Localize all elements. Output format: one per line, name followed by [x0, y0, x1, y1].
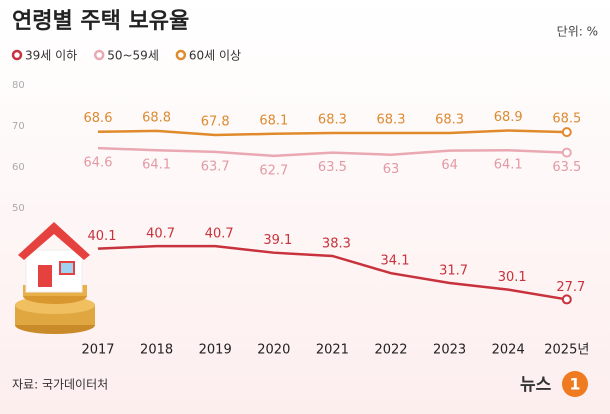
- data-label: 38.3: [322, 236, 351, 251]
- y-tick-label: 80: [12, 80, 25, 91]
- x-tick-label: 2020: [257, 343, 290, 358]
- data-label: 67.8: [201, 115, 230, 130]
- chart-title: 연령별 주택 보유율: [12, 9, 189, 34]
- y-tick-label: 50: [12, 203, 25, 214]
- legend-marker: [93, 49, 105, 61]
- data-label: 40.7: [205, 227, 234, 242]
- legend-label: 60세 이상: [189, 49, 241, 63]
- series-line: [97, 244, 568, 301]
- data-label: 63: [383, 162, 400, 177]
- logo-mark: 1: [569, 375, 580, 394]
- end-marker: [561, 294, 572, 305]
- data-label: 68.9: [494, 110, 523, 125]
- data-label: 64.1: [142, 158, 171, 173]
- x-tick-label: 2022: [374, 343, 407, 358]
- logo-text: 뉴스: [520, 375, 552, 395]
- data-label: 68.3: [318, 112, 347, 127]
- x-tick-label: 2017: [81, 343, 114, 358]
- legend-label: 39세 이하: [25, 49, 77, 63]
- data-label: 68.1: [259, 113, 288, 128]
- data-label: 63.7: [201, 159, 230, 174]
- x-tick-label: 2024: [492, 343, 525, 358]
- logo-badge: [562, 371, 588, 397]
- data-label: 68.3: [377, 112, 406, 127]
- data-label: 68.6: [84, 111, 113, 126]
- series-line: [97, 129, 567, 137]
- data-label: 27.7: [556, 280, 585, 295]
- legend-label: 50~59세: [107, 49, 159, 63]
- data-label: 64.6: [84, 156, 113, 171]
- end-marker: [561, 147, 572, 158]
- data-label: 68.3: [435, 112, 464, 127]
- series-line: [97, 146, 567, 158]
- source: 자료: 국가데이터처: [12, 378, 108, 392]
- legend-marker: [11, 49, 23, 61]
- data-label: 39.1: [263, 233, 292, 248]
- data-label: 63.5: [552, 160, 581, 175]
- data-label: 40.7: [146, 227, 175, 242]
- x-tick-label: 2023: [433, 343, 466, 358]
- data-label: 40.1: [88, 229, 117, 244]
- data-label: 64.1: [494, 158, 523, 173]
- y-tick-label: 70: [12, 121, 25, 132]
- x-tick-label: 2021: [316, 343, 349, 358]
- data-label: 68.8: [142, 110, 171, 125]
- data-label: 63.5: [318, 160, 347, 175]
- y-tick-label: 60: [12, 162, 25, 173]
- data-label: 68.5: [552, 112, 581, 127]
- end-marker: [561, 127, 572, 138]
- data-label: 34.1: [381, 254, 410, 269]
- data-label: 62.7: [259, 163, 288, 178]
- data-label: 30.1: [498, 270, 527, 285]
- data-label: 31.7: [439, 264, 468, 279]
- unit-label: 단위: %: [557, 25, 598, 39]
- x-tick-label: 2019: [199, 343, 232, 358]
- x-tick-label: 2025년: [544, 343, 589, 358]
- house-illustration: [15, 222, 95, 334]
- data-label: 64: [441, 158, 458, 173]
- x-tick-label: 2018: [140, 343, 173, 358]
- logo: 뉴스 1: [520, 371, 588, 397]
- legend-marker: [175, 49, 187, 61]
